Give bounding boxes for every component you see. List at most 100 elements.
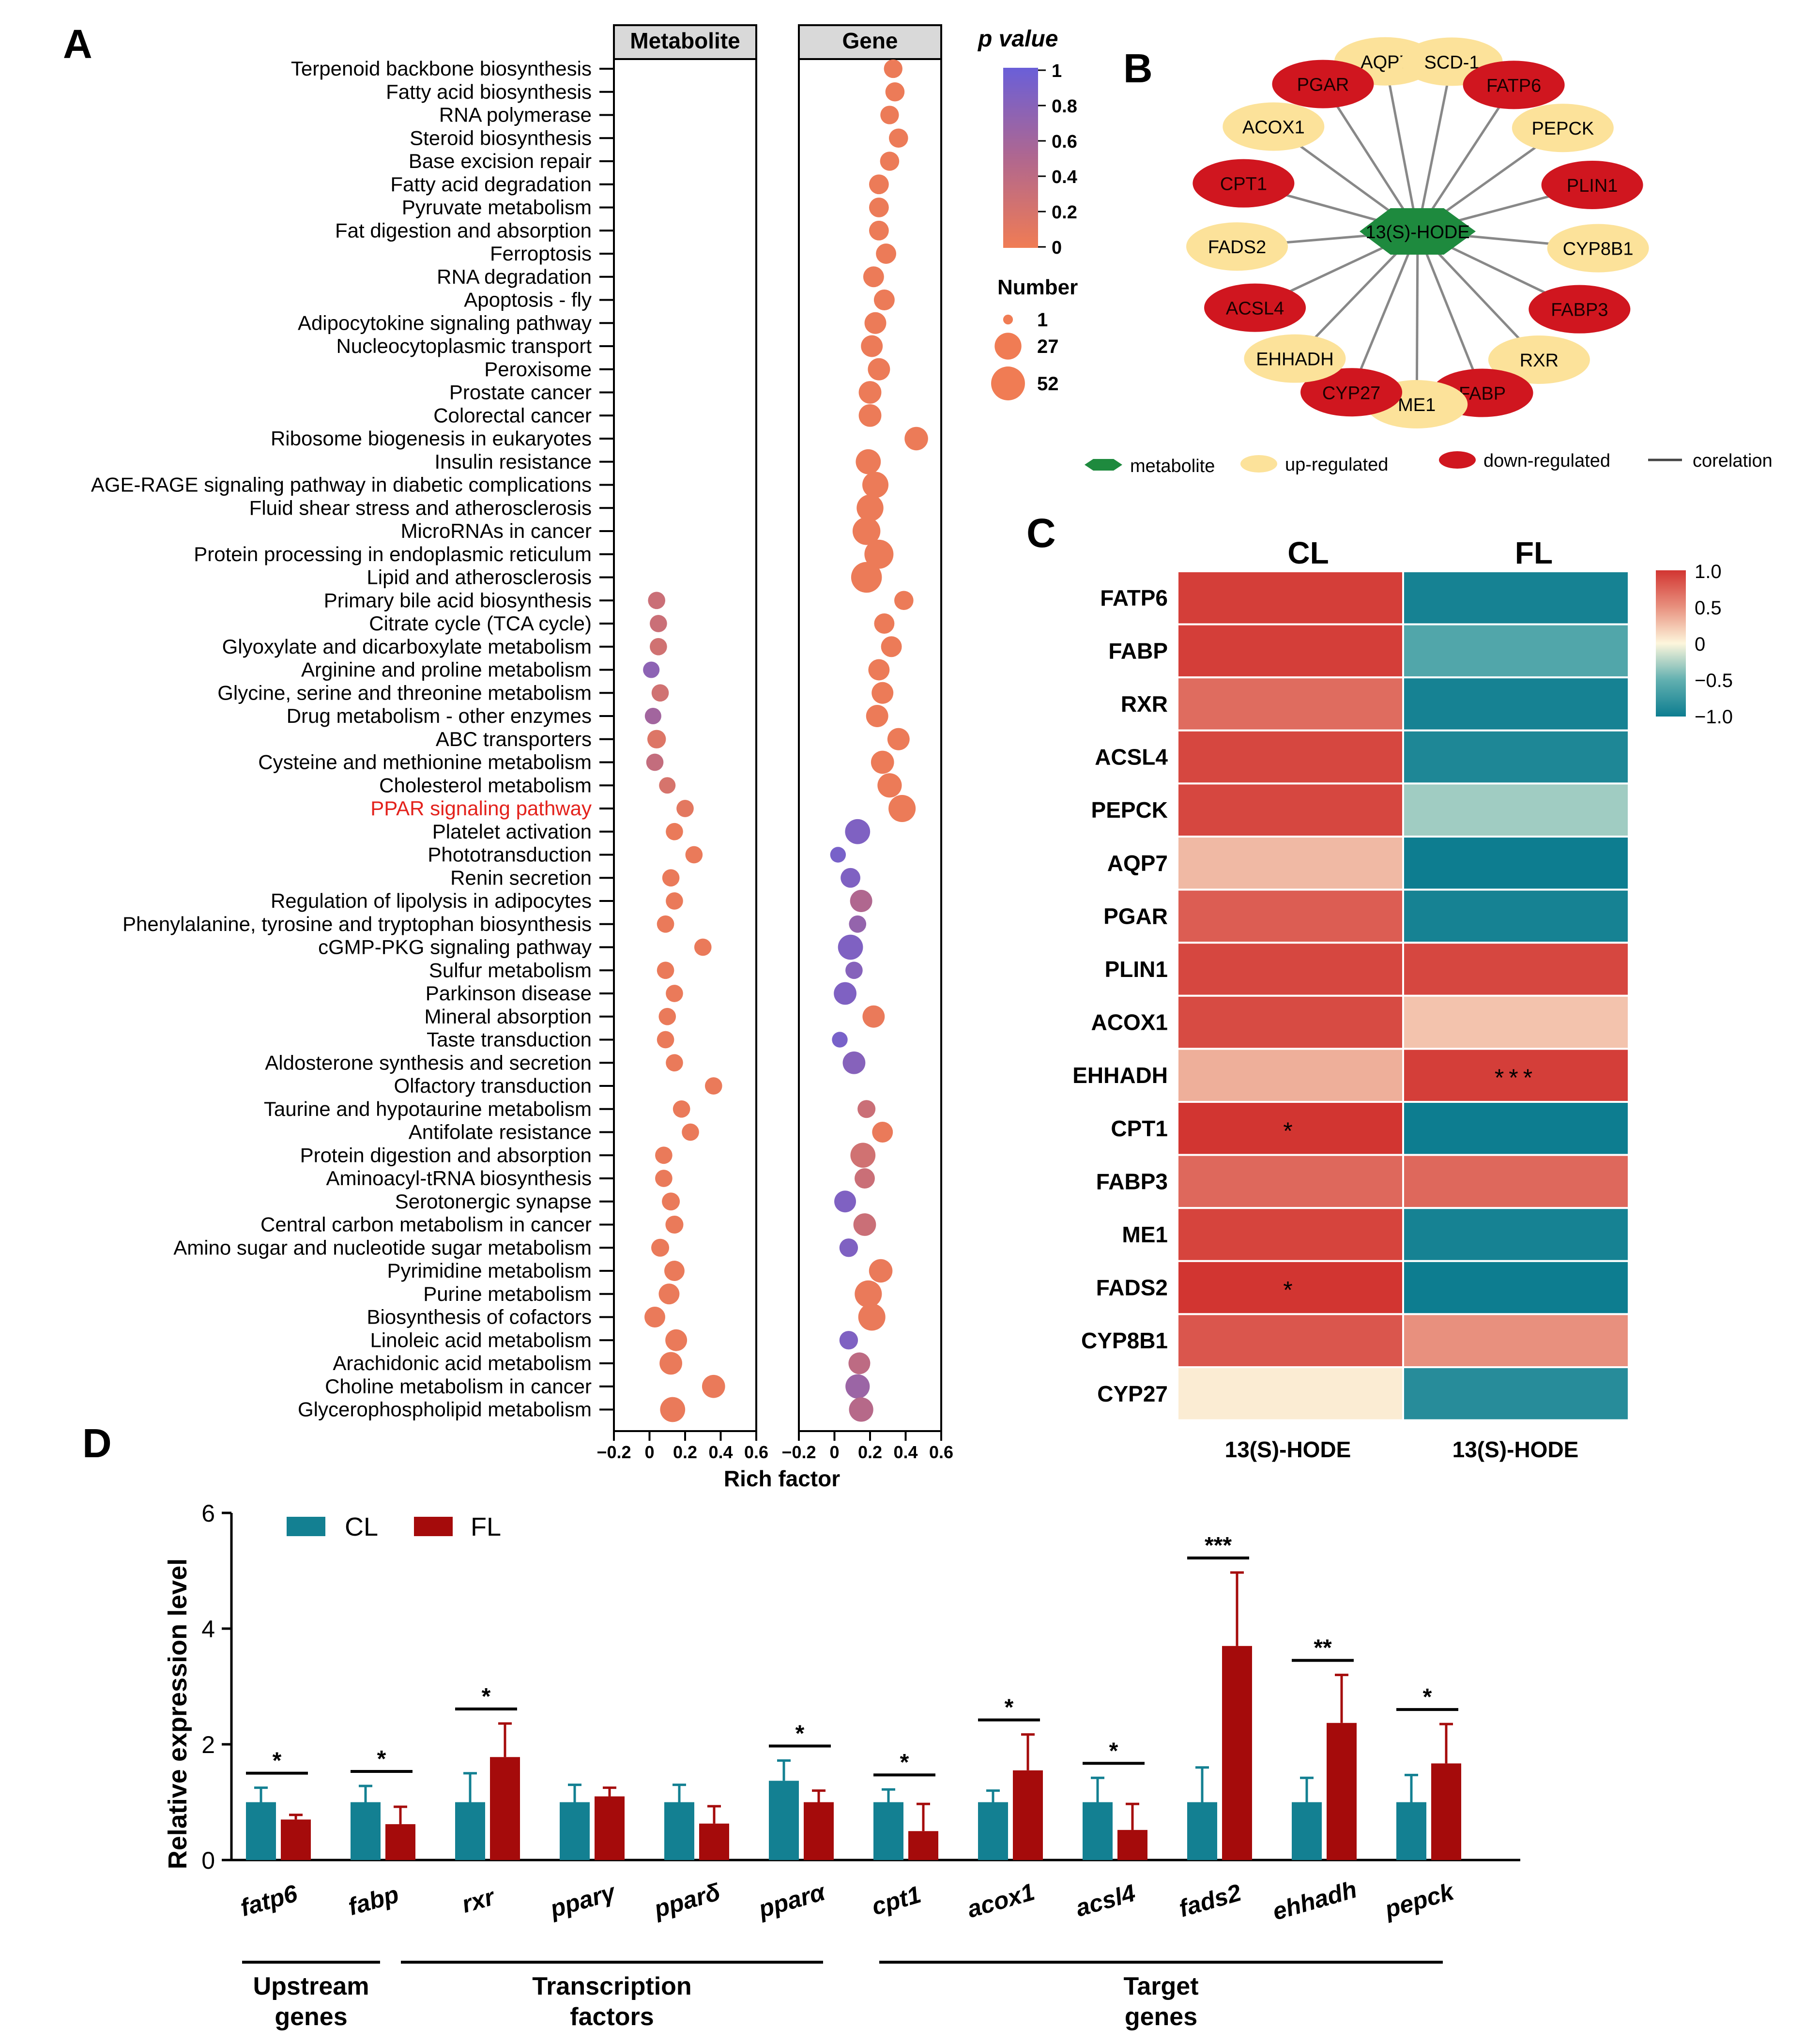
heatmap-row-label: ME1 — [1122, 1222, 1168, 1247]
correlation-edge — [1350, 231, 1419, 393]
legend-cl-swatch — [287, 1517, 325, 1536]
heatmap-cell — [1177, 1260, 1404, 1315]
metabolite-bubble — [646, 753, 664, 771]
heatmap-cell — [1177, 676, 1404, 732]
gene-bubble — [857, 1100, 876, 1118]
node-label: ME1 — [1398, 395, 1436, 415]
gene-bubble — [849, 1397, 873, 1422]
cl-bar — [351, 1802, 381, 1860]
down-regulated-node — [1192, 159, 1295, 208]
heatmap-cell — [1402, 782, 1630, 838]
bar-chart-panel: Relative expression level 0 2 4 6 * fatp6 * fa… — [163, 1500, 1520, 2031]
x-tick-label: 0.4 — [893, 1442, 917, 1462]
pathway-label: Lipid and atherosclerosis — [367, 566, 592, 589]
network-legend: metabolite up-regulated down-regulated c… — [1085, 451, 1773, 476]
heatmap-col-axis-label-cl: 13(S)-HODE — [1225, 1437, 1351, 1462]
metabolite-bubble — [666, 823, 683, 840]
cl-bar — [1083, 1802, 1113, 1860]
gene-bubble — [838, 934, 863, 960]
gene-bubble — [856, 449, 881, 474]
gene-bubble — [850, 1143, 876, 1168]
heatmap-col-axis-label-fl: 13(S)-HODE — [1452, 1437, 1579, 1462]
cl-bar — [455, 1802, 485, 1860]
pathway-label: Antifolate resistance — [409, 1121, 592, 1144]
heatmap-cell — [1402, 1207, 1630, 1262]
heatmap-cell — [1402, 1154, 1630, 1209]
pathway-label: Steroid biosynthesis — [410, 126, 592, 149]
heatmap-cell — [1177, 1313, 1404, 1368]
bar-legend: CL FL — [287, 1512, 501, 1541]
pathway-label: Fatty acid biosynthesis — [386, 80, 592, 103]
group-label: genes — [275, 2003, 347, 2031]
category-label: fads2 — [1176, 1879, 1244, 1922]
heatmap-significance: * — [1283, 1277, 1297, 1304]
heatmap-cell — [1177, 570, 1404, 625]
node-label: FADS2 — [1208, 237, 1266, 258]
network-panel: AQP7 SCD-1FATP6PEPCKPLIN1CYP8B1FABP3RXRFA… — [1085, 37, 1773, 476]
fl-bar — [595, 1796, 625, 1860]
pathway-label: Glycerophospholipid metabolism — [298, 1398, 592, 1421]
category-label: rxr — [459, 1883, 499, 1918]
gene-bubble — [872, 1122, 893, 1143]
fl-bar — [385, 1824, 415, 1860]
heatmap-cell — [1177, 942, 1404, 997]
heatmap-cell — [1402, 729, 1630, 785]
pathway-label: Aminoacyl-tRNA biosynthesis — [326, 1167, 592, 1190]
pathway-label: Renin secretion — [450, 866, 592, 889]
pathway-label: Arginine and proline metabolism — [301, 658, 592, 681]
heatmap-cell — [1177, 623, 1404, 679]
metabolite-bubble — [655, 1146, 673, 1164]
x-tick-label: −0.2 — [781, 1442, 816, 1462]
correlation-edge — [1415, 231, 1419, 405]
heatmap-cell — [1402, 1366, 1630, 1421]
node-label: RXR — [1520, 351, 1559, 371]
metabolite-bubble — [658, 1007, 676, 1025]
metabolite-bubble — [662, 869, 680, 887]
x-tick-label: 0.4 — [708, 1442, 733, 1462]
p-value-tick-label: 0.8 — [1052, 96, 1077, 117]
gene-bubble — [868, 358, 890, 381]
group-label: Upstream — [253, 1972, 369, 2000]
number-legend-bubble — [991, 366, 1025, 400]
significance-mark: *** — [1205, 1533, 1232, 1558]
group-label: Target — [1123, 1972, 1198, 2000]
gene-bubble — [858, 404, 882, 427]
node-label: PEPCK — [1531, 119, 1594, 139]
pathway-label: Ferroptosis — [490, 242, 592, 265]
heatmap-row-label: ACSL4 — [1095, 745, 1168, 770]
category-label: pepck — [1381, 1877, 1457, 1923]
heatmap-colorbar — [1656, 570, 1686, 717]
significance-mark: * — [273, 1748, 282, 1774]
metabolite-bubble — [676, 800, 694, 817]
pathway-label: Taurine and hypotaurine metabolism — [264, 1098, 592, 1120]
metabolite-bubble — [657, 1031, 674, 1049]
gene-bubble — [842, 1051, 866, 1074]
metabolite-facet-frame — [613, 58, 757, 1432]
gene-bubble — [855, 1168, 875, 1189]
heatmap-panel: CL FL ***** FATP6FABPRXRACSL4PEPCKAQP7PG… — [1072, 535, 1733, 1462]
pathway-label: Fat digestion and absorption — [335, 219, 592, 242]
pathway-label: Parkinson disease — [426, 982, 592, 1005]
p-value-legend-title: p value — [977, 26, 1058, 52]
gene-bubble — [834, 1190, 856, 1213]
node-label: FABP3 — [1551, 300, 1608, 320]
heatmap-cell — [1177, 1048, 1404, 1103]
metabolite-bubble — [647, 730, 666, 748]
significance-mark: * — [482, 1684, 491, 1709]
category-label: acox1 — [964, 1878, 1038, 1923]
heatmap-col-header-cl: CL — [1287, 535, 1329, 570]
pathway-label: Ribosome biogenesis in eukaryotes — [271, 427, 592, 450]
pathway-label: Purine metabolism — [423, 1282, 592, 1305]
metabolite-bubble — [694, 938, 712, 956]
cl-bar — [560, 1802, 590, 1860]
heatmap-row-label: AQP7 — [1107, 851, 1168, 876]
up-regulated-node — [1223, 102, 1325, 151]
up-regulated-node — [1244, 334, 1346, 383]
legend-up-label: up-regulated — [1285, 455, 1388, 475]
gene-bubble — [853, 1213, 876, 1236]
legend-down-label: down-regulated — [1483, 451, 1610, 471]
cl-bar — [1187, 1802, 1217, 1860]
gene-bubble — [889, 128, 908, 148]
pathway-label: Olfactory transduction — [394, 1074, 592, 1097]
node-label: EHHADH — [1256, 350, 1333, 370]
